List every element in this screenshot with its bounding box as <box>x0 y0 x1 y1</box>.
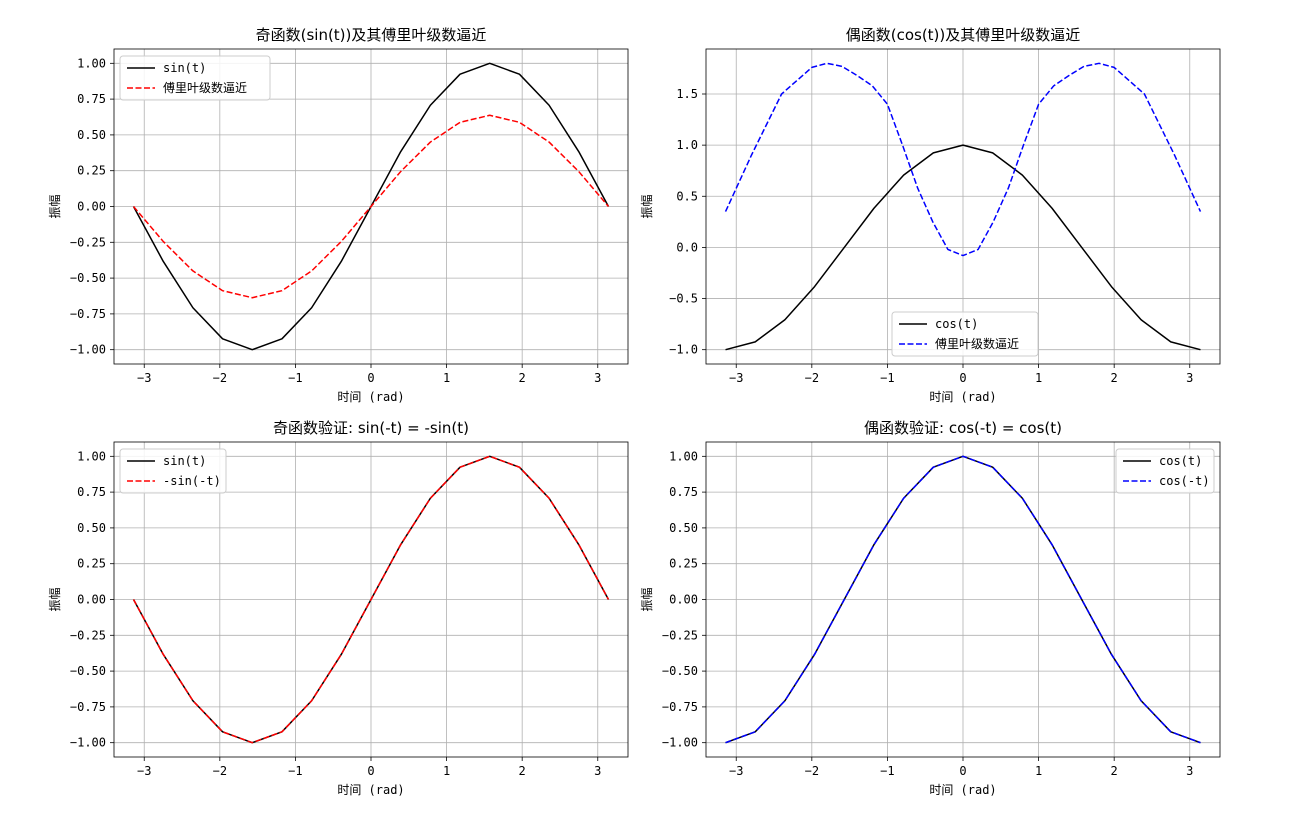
y-tick-label: −0.25 <box>662 628 698 642</box>
x-tick-label: −3 <box>137 371 151 385</box>
y-tick-label: 0.25 <box>77 164 106 178</box>
series-line-2 <box>724 62 1202 257</box>
legend: sin(t) -sin(-t) <box>119 448 227 494</box>
y-tick-label: 0.0 <box>676 240 698 254</box>
x-axis-label: 时间 (rad) <box>929 783 996 797</box>
y-tick-label: −0.25 <box>70 628 106 642</box>
x-tick-label: 0 <box>959 371 966 385</box>
legend-box <box>891 311 1039 357</box>
y-tick-label: 0.50 <box>77 521 106 535</box>
legend-label: 傅里叶级数逼近 <box>935 336 1019 351</box>
legend-label: sin(t) <box>163 454 206 468</box>
x-tick-label: 3 <box>1186 764 1193 778</box>
y-tick-label: −0.50 <box>70 271 106 285</box>
x-tick-label: 1 <box>443 371 450 385</box>
y-tick-label: −0.25 <box>70 235 106 249</box>
legend-label: 傅里叶级数逼近 <box>163 80 247 95</box>
x-tick-label: 3 <box>594 764 601 778</box>
legend-box <box>119 55 271 101</box>
y-tick-label: 0.75 <box>669 485 698 499</box>
legend-box <box>1115 448 1215 494</box>
y-tick-label: −0.75 <box>662 700 698 714</box>
y-tick-label: 1.5 <box>676 87 698 101</box>
y-tick-label: 1.00 <box>77 56 106 70</box>
x-tick-label: −1 <box>288 371 302 385</box>
y-tick-label: 1.00 <box>669 449 698 463</box>
x-axis-label: 时间 (rad) <box>337 783 404 797</box>
chart-title: 奇函数(sin(t))及其傅里叶级数逼近 <box>256 26 487 44</box>
x-tick-label: −1 <box>880 371 894 385</box>
y-tick-label: −0.50 <box>70 664 106 678</box>
legend-label: cos(t) <box>935 317 978 331</box>
legend-label: sin(t) <box>163 61 206 75</box>
legend-box <box>119 448 227 494</box>
series-line-2 <box>725 455 1201 744</box>
x-tick-label: 2 <box>1111 764 1118 778</box>
y-tick-label: 0.50 <box>669 521 698 535</box>
x-tick-label: −2 <box>213 371 227 385</box>
chart-title: 奇函数验证: sin(-t) = -sin(t) <box>273 419 469 437</box>
x-tick-label: 1 <box>1035 764 1042 778</box>
y-tick-label: 0.00 <box>77 593 106 607</box>
y-tick-label: −1.00 <box>70 343 106 357</box>
x-axis-label: 时间 (rad) <box>337 390 404 404</box>
y-tick-label: 0.5 <box>676 189 698 203</box>
y-axis-label: 振幅 <box>639 194 654 218</box>
x-tick-label: −2 <box>213 764 227 778</box>
y-tick-label: 0.75 <box>77 485 106 499</box>
y-tick-label: 1.0 <box>676 138 698 152</box>
y-tick-label: −0.75 <box>70 700 106 714</box>
x-tick-label: −3 <box>729 764 743 778</box>
legend: sin(t) 傅里叶级数逼近 <box>119 55 271 101</box>
chart-3: −3 −2 −1 0 1 2 3 −1.00 −0.75 −0.50 −0.25 0.00 0.25 0.… <box>47 419 629 797</box>
y-tick-label: −1.00 <box>70 736 106 750</box>
chart-4: −3 −2 −1 0 1 2 3 −1.00 −0.75 −0.50 −0.25 0.00 0.25 0.… <box>639 419 1221 797</box>
x-tick-label: 2 <box>1111 371 1118 385</box>
x-axis-label: 时间 (rad) <box>929 390 996 404</box>
y-axis-label: 振幅 <box>639 587 654 611</box>
x-tick-label: 2 <box>519 371 526 385</box>
x-tick-label: −2 <box>805 371 819 385</box>
x-tick-label: 1 <box>443 764 450 778</box>
legend-label: cos(-t) <box>1159 474 1210 488</box>
y-tick-label: 0.00 <box>669 593 698 607</box>
series-line-2 <box>132 455 610 744</box>
y-tick-label: 0.25 <box>77 557 106 571</box>
chart-title: 偶函数验证: cos(-t) = cos(t) <box>864 419 1062 437</box>
x-tick-label: 0 <box>367 371 374 385</box>
y-tick-label: 0.00 <box>77 200 106 214</box>
chart-1: −3 −2 −1 0 1 2 3 −1.00 −0.75 −0.50 −0.25 0.00 0.25 0.… <box>47 26 629 404</box>
x-tick-label: 0 <box>367 764 374 778</box>
y-tick-label: −0.5 <box>669 292 698 306</box>
y-tick-label: 0.75 <box>77 92 106 106</box>
y-tick-label: −1.0 <box>669 343 698 357</box>
y-tick-label: −1.00 <box>662 736 698 750</box>
legend-label: cos(t) <box>1159 454 1202 468</box>
x-tick-label: −3 <box>137 764 151 778</box>
x-tick-label: −1 <box>288 764 302 778</box>
x-tick-label: 3 <box>594 371 601 385</box>
y-tick-label: −0.50 <box>662 664 698 678</box>
chart-2: −3 −2 −1 0 1 2 3 −1.0 −0.5 0.0 0.5 1.0 1.5 偶函数(cos(t)… <box>639 26 1221 404</box>
series-line-1 <box>725 144 1201 351</box>
legend-label: -sin(-t) <box>163 474 221 488</box>
y-tick-label: 1.00 <box>77 449 106 463</box>
x-tick-label: −3 <box>729 371 743 385</box>
legend: cos(t) cos(-t) <box>1115 448 1215 494</box>
y-axis-label: 振幅 <box>47 194 62 218</box>
x-tick-label: −1 <box>880 764 894 778</box>
chart-title: 偶函数(cos(t))及其傅里叶级数逼近 <box>846 26 1081 44</box>
y-tick-label: 0.50 <box>77 128 106 142</box>
legend: cos(t) 傅里叶级数逼近 <box>891 311 1039 357</box>
x-tick-label: 2 <box>519 764 526 778</box>
x-tick-label: −2 <box>805 764 819 778</box>
y-tick-label: 0.25 <box>669 557 698 571</box>
x-tick-label: 0 <box>959 764 966 778</box>
x-tick-label: 1 <box>1035 371 1042 385</box>
x-tick-label: 3 <box>1186 371 1193 385</box>
y-axis-label: 振幅 <box>47 587 62 611</box>
series-line-2 <box>132 114 610 299</box>
y-tick-label: −0.75 <box>70 307 106 321</box>
